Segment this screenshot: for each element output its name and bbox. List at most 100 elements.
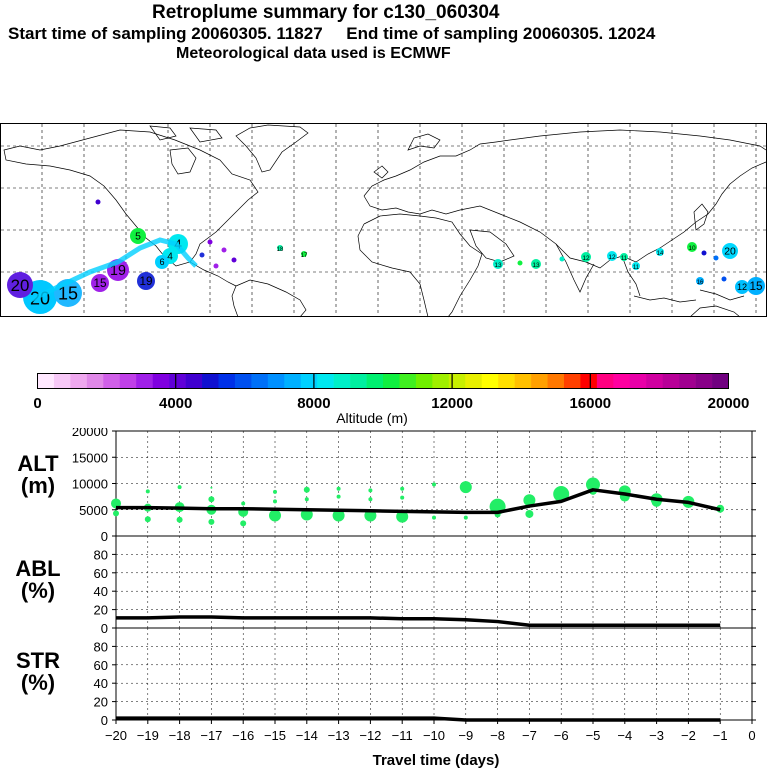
y-tick-label: 80 bbox=[94, 547, 108, 562]
scatter-point bbox=[336, 486, 341, 491]
scatter-point bbox=[459, 481, 472, 494]
colorbar-title: Altitude (m) bbox=[336, 410, 408, 426]
colorbar-cell bbox=[333, 373, 351, 389]
map-marker-label: 12 bbox=[737, 282, 747, 292]
map-marker-label: 12 bbox=[582, 255, 590, 262]
scatter-point bbox=[176, 516, 183, 523]
colorbar-cell bbox=[119, 373, 137, 389]
x-tick-label: −7 bbox=[522, 728, 537, 743]
x-tick-label: −11 bbox=[392, 728, 413, 743]
map-marker-label: 6 bbox=[159, 257, 164, 267]
colorbar-cell bbox=[136, 373, 153, 389]
map-marker-label: 10 bbox=[688, 245, 696, 252]
x-tick-label: −4 bbox=[617, 728, 632, 743]
map-marker: 17 bbox=[301, 251, 308, 259]
scatter-point bbox=[273, 489, 277, 494]
map-marker-label: 20 bbox=[724, 247, 736, 258]
x-tick-label: −10 bbox=[423, 728, 445, 743]
y-tick-label: 20000 bbox=[72, 428, 108, 439]
colorbar-tick-label: 0 bbox=[33, 395, 41, 412]
scatter-point bbox=[336, 494, 341, 499]
colorbar-tick-label: 8000 bbox=[297, 395, 330, 412]
sampling-times: Start time of sampling 20060305. 11827 E… bbox=[8, 24, 655, 44]
colorbar-cell bbox=[218, 373, 236, 389]
scatter-point bbox=[523, 494, 536, 507]
x-tick-label: −15 bbox=[264, 728, 286, 743]
map-marker: 19 bbox=[137, 272, 155, 290]
y-tick-label: 60 bbox=[94, 658, 108, 673]
x-tick-label: 0 bbox=[748, 728, 755, 743]
scatter-point bbox=[432, 515, 436, 520]
map-marker-label: 17 bbox=[301, 253, 308, 259]
series-line bbox=[116, 716, 721, 722]
scatter-point bbox=[400, 486, 405, 491]
colorbar-cell bbox=[646, 373, 663, 389]
panel-str: 0 20 40 60 80 STR (%) bbox=[16, 627, 756, 728]
figure-title: Retroplume summary for c130_060304 bbox=[152, 2, 500, 23]
x-tick-label: −12 bbox=[359, 728, 381, 743]
map-marker-label: 20 bbox=[11, 276, 30, 295]
map-dot bbox=[95, 199, 101, 205]
colorbar-tick-label: 12000 bbox=[431, 395, 473, 412]
map-marker: 11 bbox=[620, 253, 628, 262]
y-tick-label: 40 bbox=[94, 584, 108, 599]
met-data-label: Meteorological data used is ECMWF bbox=[176, 45, 451, 62]
x-tick-label: −19 bbox=[137, 728, 159, 743]
x-tick-label: −6 bbox=[554, 728, 569, 743]
map-marker: 13 bbox=[531, 259, 541, 269]
map-marker-label: 19 bbox=[139, 275, 152, 288]
y-tick-label: 60 bbox=[94, 566, 108, 581]
continent-outlines bbox=[3, 124, 767, 318]
colorbar-cell bbox=[432, 373, 450, 389]
map-marker: 13 bbox=[493, 259, 503, 269]
scatter-point bbox=[241, 501, 246, 506]
colorbar-cell bbox=[234, 373, 252, 389]
x-tick-label: −20 bbox=[105, 728, 127, 743]
y-tick-label: 40 bbox=[94, 676, 108, 691]
map-marker-label: 11 bbox=[621, 256, 628, 262]
x-tick-label: −2 bbox=[681, 728, 696, 743]
scatter-point bbox=[177, 485, 182, 490]
colorbar-cell bbox=[596, 373, 614, 389]
x-tick-label: −13 bbox=[328, 728, 350, 743]
colorbar-cell bbox=[202, 373, 219, 389]
colorbar-cell bbox=[514, 373, 532, 389]
map-marker-label: 14 bbox=[657, 251, 664, 257]
y-tick-label: 0 bbox=[101, 529, 108, 544]
map-marker-label: 16 bbox=[697, 280, 704, 286]
x-tick-label: −8 bbox=[490, 728, 505, 743]
scatter-point bbox=[463, 515, 468, 520]
map-dot bbox=[713, 255, 719, 261]
x-tick-label: −18 bbox=[169, 728, 191, 743]
start-time-label: Start time of sampling 20060305. 11827 bbox=[8, 24, 323, 43]
panel-abl: 0 20 40 60 80 ABL (%) bbox=[15, 535, 756, 636]
series-line bbox=[116, 488, 721, 515]
colorbar-cell bbox=[300, 373, 318, 389]
scatter-point bbox=[368, 488, 373, 493]
map-marker-label: 13 bbox=[532, 262, 540, 269]
colorbar-cell bbox=[70, 373, 88, 389]
map-marker: 15 bbox=[747, 277, 765, 295]
map-marker: 12 bbox=[581, 252, 591, 262]
colorbar-cell bbox=[366, 373, 384, 389]
colorbar-cell bbox=[580, 373, 598, 389]
map-marker-label: 18 bbox=[277, 247, 284, 253]
map-marker: 15 bbox=[91, 274, 109, 292]
colorbar-cell bbox=[383, 373, 400, 389]
colorbar-cell bbox=[267, 373, 285, 389]
x-tick-label: −9 bbox=[458, 728, 473, 743]
scatter-point bbox=[525, 509, 534, 518]
trajectory-path bbox=[28, 237, 198, 303]
map-marker-label: 15 bbox=[749, 280, 763, 293]
map-dot bbox=[701, 250, 707, 256]
x-axis-label: Travel time (days) bbox=[373, 752, 500, 768]
scatter-point bbox=[210, 486, 213, 489]
colorbar-cell bbox=[185, 373, 203, 389]
y-tick-label: 80 bbox=[94, 639, 108, 654]
scatter-point bbox=[145, 489, 150, 494]
colorbar-cell bbox=[662, 373, 680, 389]
scatter-point bbox=[304, 497, 309, 502]
